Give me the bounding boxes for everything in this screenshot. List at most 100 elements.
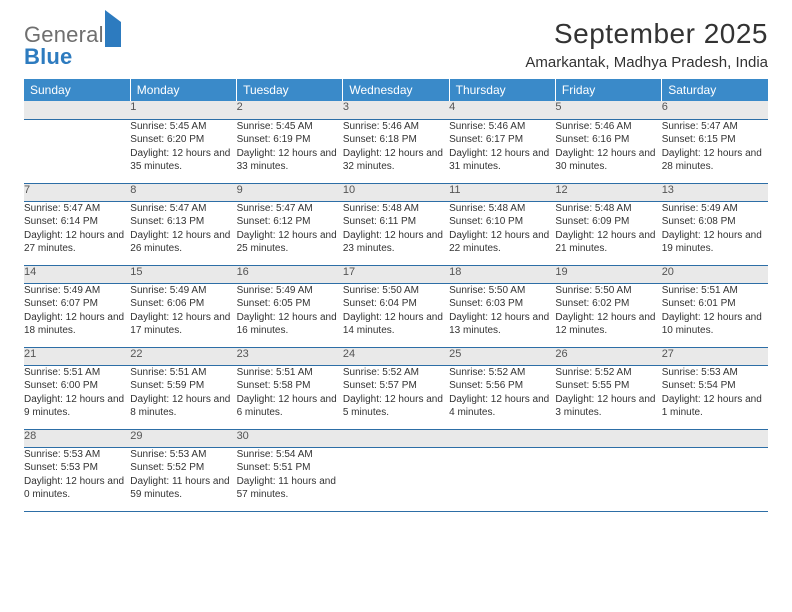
day-number: 23 xyxy=(237,347,343,365)
sunrise: Sunrise: 5:54 AM xyxy=(237,448,343,462)
day-cell: Sunrise: 5:53 AMSunset: 5:54 PMDaylight:… xyxy=(662,365,768,429)
day-number: 1 xyxy=(130,101,236,119)
daylight: Daylight: 12 hours and 16 minutes. xyxy=(237,311,343,338)
data-row: Sunrise: 5:49 AMSunset: 6:07 PMDaylight:… xyxy=(24,283,768,347)
daylight: Daylight: 12 hours and 31 minutes. xyxy=(449,147,555,174)
day-cell: Sunrise: 5:47 AMSunset: 6:14 PMDaylight:… xyxy=(24,201,130,265)
data-row: Sunrise: 5:51 AMSunset: 6:00 PMDaylight:… xyxy=(24,365,768,429)
day-cell: Sunrise: 5:51 AMSunset: 5:59 PMDaylight:… xyxy=(130,365,236,429)
day-number: 20 xyxy=(662,265,768,283)
location-label: Amarkantak, Madhya Pradesh, India xyxy=(525,54,768,71)
day-number xyxy=(662,429,768,447)
day-number: 7 xyxy=(24,183,130,201)
day-number: 11 xyxy=(449,183,555,201)
sunrise: Sunrise: 5:51 AM xyxy=(662,284,768,298)
sunrise: Sunrise: 5:45 AM xyxy=(237,120,343,134)
daylight: Daylight: 12 hours and 8 minutes. xyxy=(130,393,236,420)
daynum-row: 123456 xyxy=(24,101,768,119)
sunrise: Sunrise: 5:46 AM xyxy=(343,120,449,134)
day-cell: Sunrise: 5:52 AMSunset: 5:56 PMDaylight:… xyxy=(449,365,555,429)
day-cell: Sunrise: 5:50 AMSunset: 6:02 PMDaylight:… xyxy=(555,283,661,347)
day-cell: Sunrise: 5:47 AMSunset: 6:12 PMDaylight:… xyxy=(237,201,343,265)
day-number: 6 xyxy=(662,101,768,119)
day-number: 19 xyxy=(555,265,661,283)
day-number: 30 xyxy=(237,429,343,447)
sunset: Sunset: 5:57 PM xyxy=(343,379,449,393)
sunrise: Sunrise: 5:48 AM xyxy=(449,202,555,216)
day-cell: Sunrise: 5:46 AMSunset: 6:18 PMDaylight:… xyxy=(343,119,449,183)
day-cell: Sunrise: 5:45 AMSunset: 6:19 PMDaylight:… xyxy=(237,119,343,183)
sunset: Sunset: 6:12 PM xyxy=(237,215,343,229)
sunrise: Sunrise: 5:53 AM xyxy=(130,448,236,462)
day-cell xyxy=(662,447,768,511)
sunrise: Sunrise: 5:49 AM xyxy=(24,284,130,298)
day-cell: Sunrise: 5:48 AMSunset: 6:09 PMDaylight:… xyxy=(555,201,661,265)
sunrise: Sunrise: 5:46 AM xyxy=(449,120,555,134)
daylight: Daylight: 12 hours and 18 minutes. xyxy=(24,311,130,338)
data-row: Sunrise: 5:45 AMSunset: 6:20 PMDaylight:… xyxy=(24,119,768,183)
daylight: Daylight: 12 hours and 22 minutes. xyxy=(449,229,555,256)
day-cell: Sunrise: 5:47 AMSunset: 6:15 PMDaylight:… xyxy=(662,119,768,183)
daynum-row: 282930 xyxy=(24,429,768,447)
day-cell xyxy=(343,447,449,511)
day-cell xyxy=(555,447,661,511)
sunrise: Sunrise: 5:50 AM xyxy=(343,284,449,298)
sunrise: Sunrise: 5:49 AM xyxy=(237,284,343,298)
sunset: Sunset: 5:55 PM xyxy=(555,379,661,393)
sunset: Sunset: 6:09 PM xyxy=(555,215,661,229)
month-title: September 2025 xyxy=(525,18,768,50)
sunset: Sunset: 6:11 PM xyxy=(343,215,449,229)
daylight: Daylight: 12 hours and 19 minutes. xyxy=(662,229,768,256)
day-number: 29 xyxy=(130,429,236,447)
day-number xyxy=(24,101,130,119)
sunrise: Sunrise: 5:52 AM xyxy=(343,366,449,380)
day-number: 8 xyxy=(130,183,236,201)
sunset: Sunset: 6:00 PM xyxy=(24,379,130,393)
sunset: Sunset: 6:15 PM xyxy=(662,133,768,147)
sunset: Sunset: 6:06 PM xyxy=(130,297,236,311)
day-cell: Sunrise: 5:51 AMSunset: 5:58 PMDaylight:… xyxy=(237,365,343,429)
day-cell: Sunrise: 5:46 AMSunset: 6:17 PMDaylight:… xyxy=(449,119,555,183)
day-cell: Sunrise: 5:54 AMSunset: 5:51 PMDaylight:… xyxy=(237,447,343,511)
weekday-fri: Friday xyxy=(555,79,661,101)
weekday-tue: Tuesday xyxy=(237,79,343,101)
sunset: Sunset: 6:14 PM xyxy=(24,215,130,229)
day-number: 27 xyxy=(662,347,768,365)
daylight: Daylight: 12 hours and 13 minutes. xyxy=(449,311,555,338)
daylight: Daylight: 12 hours and 23 minutes. xyxy=(343,229,449,256)
sunrise: Sunrise: 5:47 AM xyxy=(662,120,768,134)
day-number xyxy=(555,429,661,447)
sunrise: Sunrise: 5:53 AM xyxy=(662,366,768,380)
weekday-sun: Sunday xyxy=(24,79,130,101)
daylight: Daylight: 12 hours and 9 minutes. xyxy=(24,393,130,420)
sunset: Sunset: 6:04 PM xyxy=(343,297,449,311)
brand-logo: General Blue xyxy=(24,18,121,68)
daylight: Daylight: 12 hours and 12 minutes. xyxy=(555,311,661,338)
weekday-thu: Thursday xyxy=(449,79,555,101)
daylight: Daylight: 12 hours and 25 minutes. xyxy=(237,229,343,256)
day-cell: Sunrise: 5:49 AMSunset: 6:06 PMDaylight:… xyxy=(130,283,236,347)
weekday-sat: Saturday xyxy=(662,79,768,101)
daylight: Daylight: 12 hours and 30 minutes. xyxy=(555,147,661,174)
sunset: Sunset: 6:01 PM xyxy=(662,297,768,311)
sunset: Sunset: 6:20 PM xyxy=(130,133,236,147)
daylight: Daylight: 12 hours and 0 minutes. xyxy=(24,475,130,502)
calendar-body: 123456Sunrise: 5:45 AMSunset: 6:20 PMDay… xyxy=(24,101,768,511)
day-number: 25 xyxy=(449,347,555,365)
daylight: Daylight: 12 hours and 26 minutes. xyxy=(130,229,236,256)
daylight: Daylight: 12 hours and 35 minutes. xyxy=(130,147,236,174)
data-row: Sunrise: 5:53 AMSunset: 5:53 PMDaylight:… xyxy=(24,447,768,511)
day-number: 5 xyxy=(555,101,661,119)
daylight: Daylight: 12 hours and 3 minutes. xyxy=(555,393,661,420)
day-cell: Sunrise: 5:51 AMSunset: 6:01 PMDaylight:… xyxy=(662,283,768,347)
daylight: Daylight: 12 hours and 14 minutes. xyxy=(343,311,449,338)
day-cell: Sunrise: 5:52 AMSunset: 5:57 PMDaylight:… xyxy=(343,365,449,429)
day-cell: Sunrise: 5:48 AMSunset: 6:11 PMDaylight:… xyxy=(343,201,449,265)
daylight: Daylight: 12 hours and 6 minutes. xyxy=(237,393,343,420)
sunset: Sunset: 6:07 PM xyxy=(24,297,130,311)
day-number xyxy=(449,429,555,447)
day-number: 16 xyxy=(237,265,343,283)
sunrise: Sunrise: 5:51 AM xyxy=(237,366,343,380)
sunset: Sunset: 6:18 PM xyxy=(343,133,449,147)
day-number: 3 xyxy=(343,101,449,119)
